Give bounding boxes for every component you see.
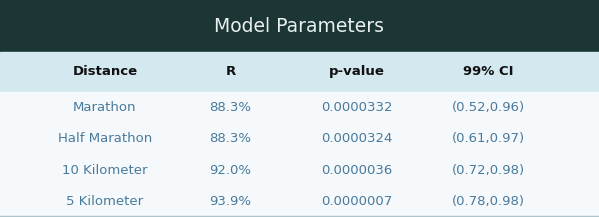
Text: 99% CI: 99% CI bbox=[463, 66, 513, 79]
Text: 5 Kilometer: 5 Kilometer bbox=[66, 195, 143, 208]
Text: 0.0000332: 0.0000332 bbox=[320, 101, 392, 114]
Text: 0.0000324: 0.0000324 bbox=[320, 132, 392, 145]
Bar bbox=[0, 52, 599, 92]
Bar bbox=[0, 92, 599, 123]
Text: 10 Kilometer: 10 Kilometer bbox=[62, 164, 147, 177]
Text: Half Marathon: Half Marathon bbox=[58, 132, 152, 145]
Bar bbox=[0, 155, 599, 186]
Text: 0.0000007: 0.0000007 bbox=[321, 195, 392, 208]
Text: 0.0000036: 0.0000036 bbox=[321, 164, 392, 177]
Text: Distance: Distance bbox=[72, 66, 137, 79]
Text: (0.72,0.98): (0.72,0.98) bbox=[452, 164, 525, 177]
Text: 93.9%: 93.9% bbox=[210, 195, 252, 208]
Bar bbox=[0, 0, 599, 52]
Bar bbox=[0, 186, 599, 217]
Text: (0.78,0.98): (0.78,0.98) bbox=[452, 195, 525, 208]
Text: 92.0%: 92.0% bbox=[210, 164, 252, 177]
Text: 88.3%: 88.3% bbox=[210, 101, 252, 114]
Text: R: R bbox=[225, 66, 236, 79]
Bar bbox=[0, 123, 599, 155]
Text: (0.61,0.97): (0.61,0.97) bbox=[452, 132, 525, 145]
Text: p-value: p-value bbox=[328, 66, 385, 79]
Text: (0.52,0.96): (0.52,0.96) bbox=[452, 101, 525, 114]
Text: Model Parameters: Model Parameters bbox=[214, 16, 385, 36]
Text: Marathon: Marathon bbox=[73, 101, 137, 114]
Text: 88.3%: 88.3% bbox=[210, 132, 252, 145]
